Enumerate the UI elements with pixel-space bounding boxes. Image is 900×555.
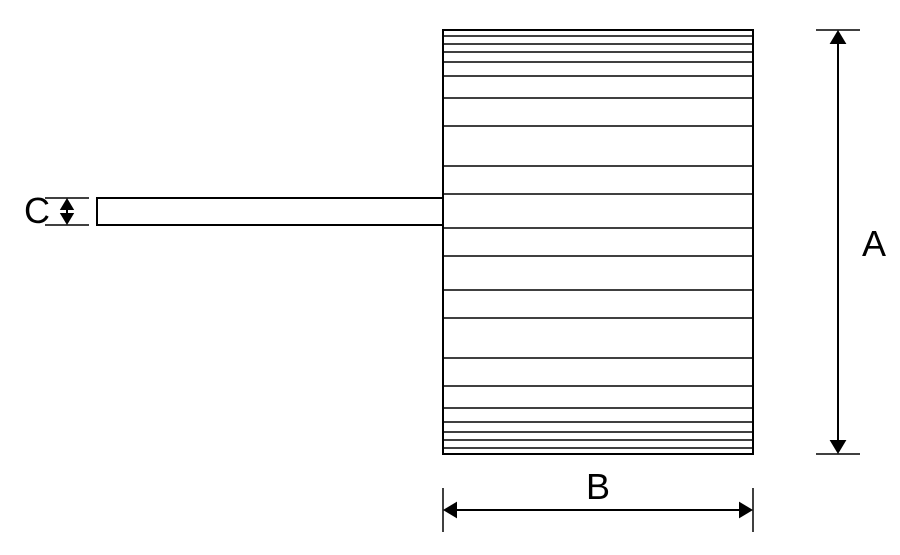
head-outline <box>443 30 753 454</box>
head <box>443 30 753 454</box>
dim-b-label: B <box>586 466 610 507</box>
dim-a-label: A <box>862 223 886 264</box>
dim-c-label: C <box>24 190 50 231</box>
shaft <box>97 198 443 225</box>
